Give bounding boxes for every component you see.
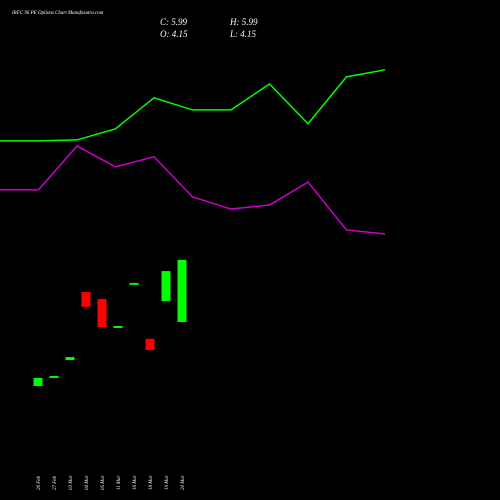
x-tick-label: 27 Feb: [53, 475, 58, 490]
candle-body: [81, 291, 91, 307]
x-tick-label: 19 Mar: [165, 475, 170, 490]
x-tick-label: 04 Mar: [85, 475, 90, 490]
low-label: L: 4.15: [229, 29, 257, 39]
x-tick-label: 03 Mar: [69, 475, 74, 490]
x-tick-label: 11 Mar: [117, 475, 122, 490]
candle-body: [65, 357, 75, 361]
candle-body: [97, 299, 107, 328]
x-tick-label: 26 Feb: [37, 475, 42, 490]
x-tick-label: 05 Mar: [101, 475, 106, 490]
indicator-line: [0, 145, 386, 235]
x-tick-label: 20 Mar: [181, 475, 186, 490]
candle-body: [145, 338, 155, 350]
candle-body: [129, 282, 139, 285]
high-label: H: 5.99: [229, 17, 258, 27]
chart-title: IRFC 96 PE Options Chart Munafasutra.com: [11, 11, 104, 16]
open-label: O: 4.15: [160, 29, 188, 39]
candle-body: [161, 271, 171, 302]
candle-body: [113, 326, 123, 329]
candle-body: [49, 375, 59, 378]
candle-body: [33, 377, 43, 387]
x-tick-label: 18 Mar: [149, 475, 154, 490]
x-tick-label: 16 Mar: [133, 475, 138, 490]
candle-body: [177, 259, 187, 322]
close-label: C: 5.99: [160, 17, 188, 27]
indicator-line: [0, 69, 386, 142]
